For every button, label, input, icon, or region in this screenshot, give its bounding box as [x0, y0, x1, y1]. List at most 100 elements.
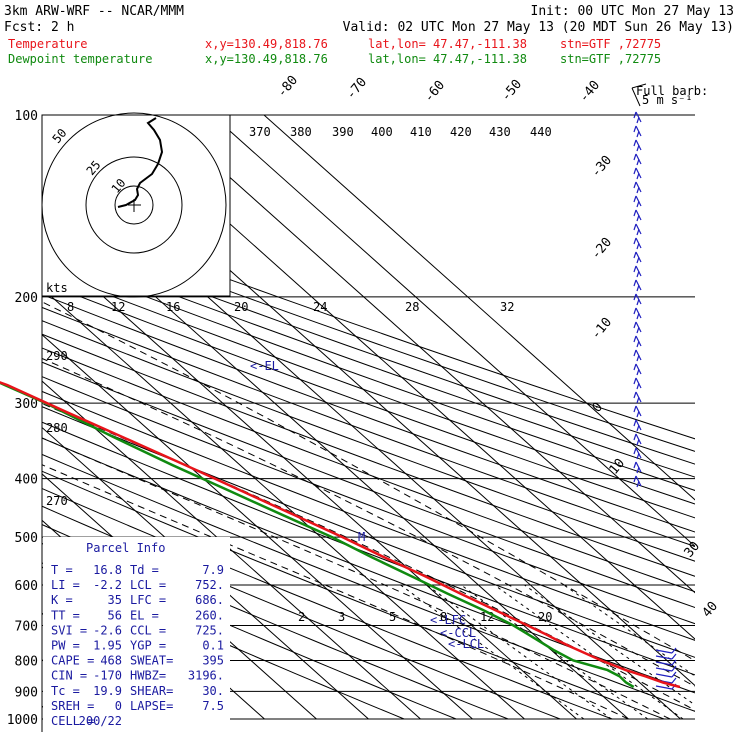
ccl-marker: <-CCL	[440, 626, 476, 640]
lcl-marker: <-LCL	[448, 637, 484, 651]
wind-barb-low	[655, 659, 677, 666]
hodograph: 50 25 10 kts	[41, 112, 231, 298]
pressure-label: 700	[15, 619, 38, 634]
mixing-ratio-label: 16	[166, 300, 180, 314]
parcel-info-cell: LAPSE=	[130, 699, 173, 713]
pressure-labels: 100 200 300 400 500 600 700 800 900 1000	[7, 109, 38, 728]
pressure-label: 800	[15, 654, 38, 669]
parcel-info-cell: SWEAT=	[130, 654, 173, 668]
wind-barb	[633, 307, 642, 320]
wind-barb	[633, 265, 642, 278]
wind-barb	[633, 391, 642, 404]
wind-barbs	[633, 111, 677, 690]
mixing-ratio-label: 28	[405, 300, 419, 314]
parcel-info-cell: LCL =	[130, 578, 166, 592]
wind-barb	[633, 279, 642, 292]
theta-label: 370	[249, 125, 271, 139]
isotherm-line	[0, 115, 4, 719]
temperature-station: stn=GTF ,72775	[560, 37, 661, 51]
parcel-info-cell: CAPE =	[51, 654, 94, 668]
parcel-info-cell: Td =	[130, 563, 159, 577]
parcel-info-rows: T = 16.8 Td = 7.9 LI = -2.2 LCL = 752. K = 35 LFC …	[51, 563, 224, 728]
dry-adiabat-line	[42, 390, 695, 641]
pressure-label: 200	[15, 291, 38, 306]
wind-barb-low	[655, 653, 677, 660]
wind-barb	[633, 349, 642, 362]
parcel-info-cell: 468	[100, 654, 122, 668]
isotherm-label: -30	[589, 153, 616, 181]
dry-adiabat-line	[42, 347, 695, 593]
isotherm-line	[42, 333, 473, 720]
lfc-marker: <-LFC	[430, 613, 466, 627]
parcel-info-cell: -2.6	[93, 623, 122, 637]
barb-legend-title: Full barb:	[636, 84, 708, 98]
dry-adiabat-line	[42, 361, 695, 609]
wind-barb	[633, 237, 642, 250]
isotherm-line	[42, 287, 525, 720]
theta-label: 400	[371, 125, 393, 139]
wind-barb	[633, 223, 642, 236]
dry-adiabat-line	[42, 406, 695, 658]
hodograph-ring-10	[114, 185, 154, 225]
parcel-info-cell: -170	[93, 669, 122, 683]
wind-barb	[633, 447, 642, 460]
isotherm-line	[211, 115, 695, 547]
wind-barb	[633, 139, 642, 152]
hodograph-ring-50	[41, 112, 227, 298]
wind-barb	[633, 475, 642, 488]
parcel-info-cell: Tc =	[51, 684, 80, 698]
theta-side-label: 270	[46, 494, 68, 508]
mixing-ratio-low-label: 3	[338, 610, 345, 624]
parcel-info: Parcel Info T = 16.8 Td = 7.9 LI = -2.2 LCL = 7…	[43, 537, 230, 732]
parcel-info-cell: CELL =	[51, 714, 94, 728]
parcel-info-cell: 16.8	[93, 563, 122, 577]
parcel-info-cell: PW =	[51, 639, 80, 653]
theta-side-label: 290	[46, 349, 68, 363]
isotherm-label: -20	[589, 235, 616, 263]
dewpoint-line	[0, 381, 635, 689]
barb-legend: Full barb: 5 m s⁻¹	[631, 83, 708, 107]
mixing-ratio-label: 20	[234, 300, 248, 314]
wind-barb	[633, 293, 642, 306]
pressure-label: 300	[15, 397, 38, 412]
parcel-info-cell: 686.	[195, 593, 224, 607]
dry-adiabat-line	[42, 256, 695, 491]
dry-adiabat-line	[42, 268, 695, 505]
isotherm-label: 40	[700, 599, 722, 621]
wind-barb	[633, 195, 642, 208]
barb-legend-value: 5 m s⁻¹	[642, 93, 693, 107]
dry-adiabat-line	[42, 281, 695, 519]
dry-adiabat-line	[42, 293, 695, 533]
parcel-info-cell: 35	[108, 593, 122, 607]
parcel-info-cell: K =	[51, 593, 73, 607]
parcel-info-cell: 200/22	[79, 714, 122, 728]
parcel-info-cell: 1.95	[93, 639, 122, 653]
moist-adiabat-line	[42, 464, 629, 720]
isotherm-label: 0	[590, 400, 607, 416]
temperature-latlon: lat,lon= 47.47,-111.38	[368, 37, 527, 51]
el-marker: <-EL	[250, 359, 279, 373]
theta-side-label: 280	[46, 421, 68, 435]
parcel-info-cell: 7.5	[202, 699, 224, 713]
parcel-info-cell: TT =	[51, 608, 80, 622]
theta-label: 420	[450, 125, 472, 139]
dry-adiabat-line	[42, 232, 695, 465]
theta-label: 430	[489, 125, 511, 139]
wind-barb	[633, 167, 642, 180]
isotherm-label: -50	[499, 77, 526, 105]
pressure-label: 1000	[7, 713, 38, 728]
parcel-info-cell: 0.1	[202, 639, 224, 653]
dry-adiabat-line	[42, 209, 695, 440]
parcel-info-cell: 56	[108, 608, 122, 622]
wind-barb	[633, 125, 642, 138]
mixing-ratio-low-label: 5	[389, 610, 396, 624]
theta-label: 410	[410, 125, 432, 139]
parcel-info-cell: YGP =	[130, 639, 166, 653]
dry-adiabat-line	[42, 562, 405, 720]
isotherm-line	[159, 115, 695, 594]
hodograph-ring-25	[85, 156, 183, 254]
parcel-info-cell: SVI =	[51, 623, 87, 637]
mixing-ratio-low-label: 2	[298, 610, 305, 624]
parcel-info-title: Parcel Info	[86, 541, 165, 555]
